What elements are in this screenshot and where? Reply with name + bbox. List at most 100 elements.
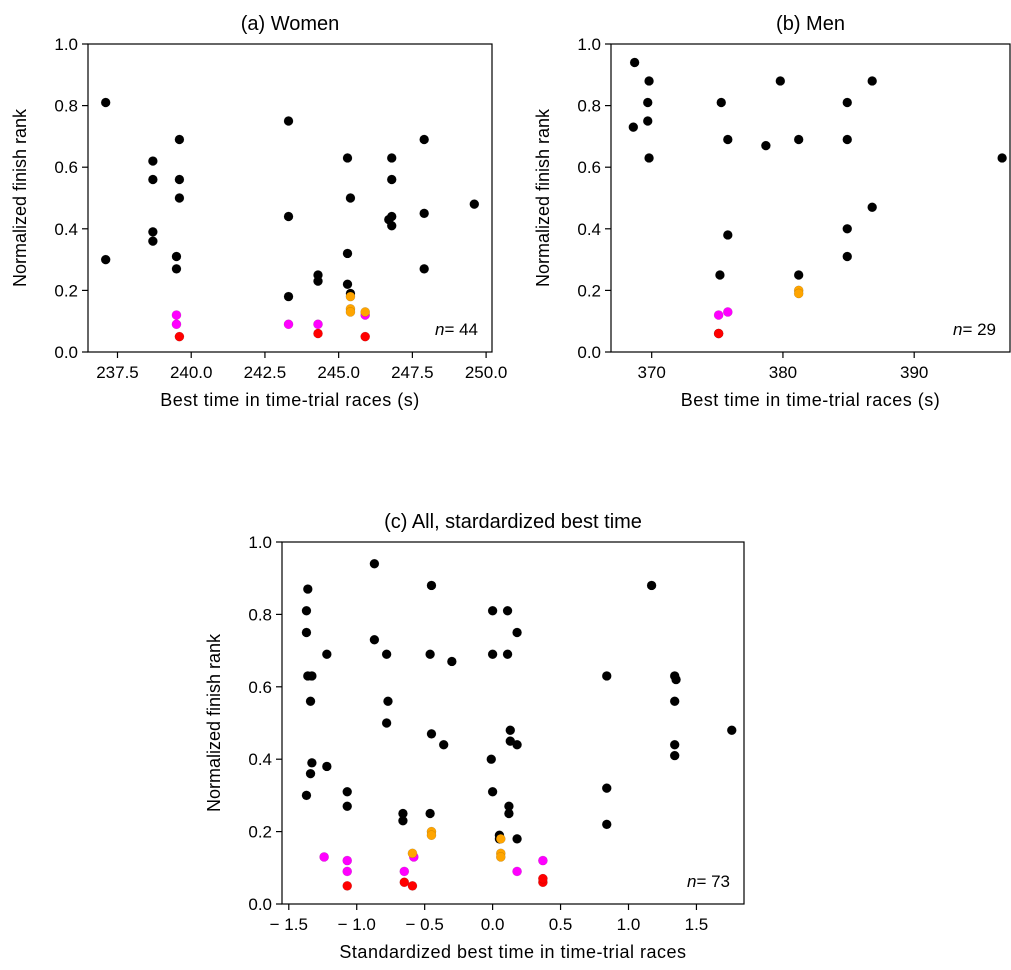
data-point	[842, 134, 853, 145]
data-point	[495, 834, 506, 844]
data-point	[487, 786, 498, 797]
data-point	[842, 251, 853, 262]
data-point	[669, 750, 680, 761]
data-point	[171, 319, 182, 330]
data-point	[383, 696, 393, 707]
plot-frame	[610, 43, 1011, 353]
data-point	[345, 193, 356, 203]
panel-men: (b) Men 370 380 390 0.0 0.2 0.4 0.6 0.8 1.0 Best t…	[533, 13, 1011, 410]
data-point	[342, 801, 353, 812]
y-axis-label: Normalized finish rank	[204, 633, 224, 812]
data-point	[502, 605, 513, 616]
data-point	[512, 739, 522, 750]
data-point	[301, 605, 312, 616]
data-point	[171, 310, 182, 320]
data-point	[307, 671, 317, 681]
x-tick-label: 240.0	[170, 363, 213, 382]
data-point	[399, 877, 410, 888]
data-point	[842, 97, 853, 108]
data-point	[342, 786, 353, 797]
data-point	[148, 236, 158, 246]
data-point	[369, 558, 380, 569]
data-point	[447, 656, 457, 667]
x-axis-label: Best time in time-trial races (s)	[160, 390, 420, 410]
data-point	[512, 866, 522, 877]
data-point	[644, 76, 654, 86]
data-point	[386, 220, 397, 231]
data-point	[386, 153, 397, 163]
x-tick-label: 237.5	[96, 363, 139, 382]
chart-title: (b) Men	[776, 13, 845, 35]
data-point	[502, 649, 513, 660]
data-point	[305, 768, 316, 779]
data-point	[669, 739, 680, 750]
panel-women: (a) Women 237.5 240.0 242.5 245.0 247.5 250.0 0…	[10, 13, 507, 410]
data-point	[419, 264, 429, 274]
data-point	[171, 251, 182, 262]
data-point	[319, 852, 329, 862]
data-point	[345, 291, 356, 302]
data-point	[360, 331, 370, 342]
data-point	[342, 866, 353, 877]
sample-size-symbol: n	[435, 320, 444, 339]
data-point	[369, 634, 380, 645]
data-point	[495, 852, 506, 862]
data-point	[171, 264, 182, 274]
data-point	[505, 725, 516, 736]
data-point	[842, 223, 853, 234]
data-point	[398, 815, 408, 826]
data-point	[313, 319, 323, 330]
x-tick-label: 242.5	[244, 363, 287, 382]
y-tick-label: 0.2	[248, 823, 272, 842]
sample-size-value: = 44	[444, 320, 478, 339]
data-point	[425, 649, 435, 660]
y-tick-label: 0.6	[248, 678, 272, 697]
data-point	[283, 291, 294, 302]
data-point	[601, 671, 612, 681]
data-point	[425, 808, 435, 819]
data-point	[174, 134, 185, 145]
data-point	[538, 873, 548, 884]
plot-frame	[87, 43, 493, 353]
sample-size-symbol: n	[687, 872, 696, 891]
data-point	[723, 307, 733, 317]
data-point	[438, 739, 449, 750]
data-point	[301, 627, 312, 638]
x-tick-label: 1.5	[685, 915, 709, 934]
data-point	[342, 153, 353, 163]
data-point	[512, 834, 522, 844]
y-tick-label: 0.0	[54, 343, 78, 362]
chart-title: (c) All, stardardized best time	[384, 511, 642, 533]
y-tick-label: 0.8	[248, 605, 272, 624]
data-point	[174, 174, 185, 185]
y-tick-label: 1.0	[577, 35, 601, 54]
y-tick-label: 0.0	[248, 895, 272, 914]
plot-frame	[281, 541, 745, 905]
x-axis-label: Best time in time-trial races (s)	[681, 390, 941, 410]
x-tick-label: 0.5	[549, 915, 573, 934]
data-point	[386, 174, 397, 185]
data-point	[504, 808, 514, 819]
data-point	[601, 819, 612, 830]
data-point	[419, 134, 429, 145]
data-point	[715, 270, 725, 280]
data-point	[381, 649, 392, 660]
y-tick-label: 1.0	[54, 35, 78, 54]
x-tick-label: 380	[769, 363, 797, 382]
data-point	[313, 328, 323, 339]
data-point	[426, 830, 437, 841]
x-tick-label: − 0.5	[406, 915, 444, 934]
data-point	[407, 881, 418, 891]
data-point	[487, 605, 498, 616]
data-point	[601, 783, 612, 793]
data-point	[283, 116, 294, 126]
y-tick-label: 0.6	[54, 158, 78, 177]
data-point	[174, 193, 185, 203]
data-point	[283, 211, 294, 222]
y-tick-label: 0.0	[577, 343, 601, 362]
data-point	[486, 754, 497, 765]
data-point	[867, 202, 877, 213]
sample-size-value: = 73	[696, 872, 730, 891]
data-point	[628, 122, 639, 132]
